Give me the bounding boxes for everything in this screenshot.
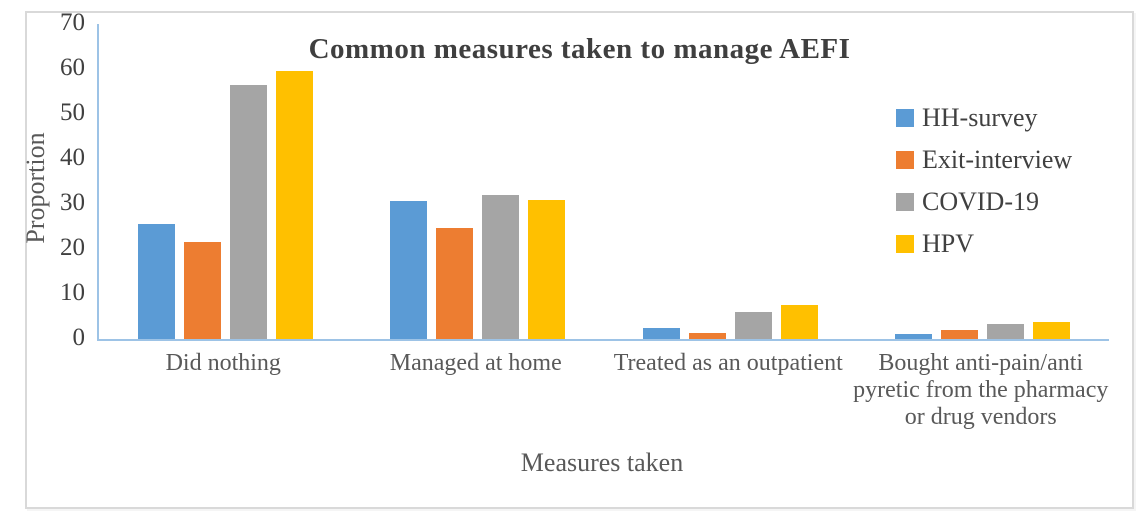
y-tick-label-20: 20 [60,234,85,261]
bar-hh-survey-managed-at-home [390,200,428,339]
bar-covid-19-did-nothing [229,84,267,339]
legend-label-hpv: HPV [922,229,975,258]
category-label-treated-as-an-outpatient: Treated as an outpatient [613,350,843,376]
y-tick-label-50: 50 [60,99,85,126]
legend-swatch-icon-hh-survey [896,109,914,127]
legend-swatch-icon-hpv [896,235,914,253]
bar-group-bought-anti-pain-anti-pyretic-from-the-pharmacy-or-drug-vendors [857,24,1110,339]
chart-title: Common measures taken to manage AEFI [308,33,851,65]
bar-hpv-did-nothing [275,71,313,339]
legend-label-covid-19: COVID-19 [922,187,1039,216]
y-tick-label-30: 30 [60,189,85,216]
chart-frame: Common measures taken to manage AEFI Pro… [21,9,1134,509]
plot-area [97,24,1109,341]
bar-group-did-nothing [99,24,352,339]
category-label-bought-anti-pain-anti-pyretic-from-the-pharmacy-or-drug-vendors: Bought anti-pain/anti pyretic from the p… [853,350,1109,430]
bar-hh-survey-did-nothing [137,224,175,339]
legend-swatch-icon-covid-19 [896,193,914,211]
category-label-did-nothing: Did nothing [165,350,281,376]
y-tick-label-60: 60 [60,54,85,81]
bar-hpv-managed-at-home [528,199,566,339]
y-tick-label-10: 10 [60,279,85,306]
legend: HH-survey Exit-interview COVID-19 HPV [896,105,1072,257]
bar-covid-19-managed-at-home [482,195,520,339]
legend-row-hpv: HPV [896,231,1072,257]
bar-hpv-bought-anti-pain-anti-pyretic-from-the-pharmacy-or-drug-vendors [1033,321,1071,339]
category-label-managed-at-home: Managed at home [389,350,562,376]
y-tick-label-40: 40 [60,144,85,171]
legend-row-exit-interview: Exit-interview [896,147,1072,173]
bar-group-managed-at-home [352,24,605,339]
legend-row-hh-survey: HH-survey [896,105,1072,131]
legend-label-exit-interview: Exit-interview [922,145,1073,174]
legend-label-hh-survey: HH-survey [922,103,1038,132]
bar-hh-survey-bought-anti-pain-anti-pyretic-from-the-pharmacy-or-drug-vendors [895,333,933,339]
bar-hpv-treated-as-an-outpatient [780,304,818,339]
legend-swatch-icon-exit-interview [896,151,914,169]
bar-covid-19-treated-as-an-outpatient [734,312,772,339]
legend-row-covid-19: COVID-19 [896,189,1072,215]
bar-exit-interview-did-nothing [183,242,221,339]
bar-covid-19-bought-anti-pain-anti-pyretic-from-the-pharmacy-or-drug-vendors [987,323,1025,339]
bar-group-treated-as-an-outpatient [604,24,857,339]
bar-exit-interview-managed-at-home [436,227,474,339]
bar-hh-survey-treated-as-an-outpatient [642,327,680,339]
y-tick-label-0: 0 [72,324,86,351]
x-axis-title: Measures taken [520,448,684,477]
bar-exit-interview-bought-anti-pain-anti-pyretic-from-the-pharmacy-or-drug-vendors [941,329,979,339]
y-tick-label-70: 70 [60,9,85,36]
bar-exit-interview-treated-as-an-outpatient [688,332,726,339]
